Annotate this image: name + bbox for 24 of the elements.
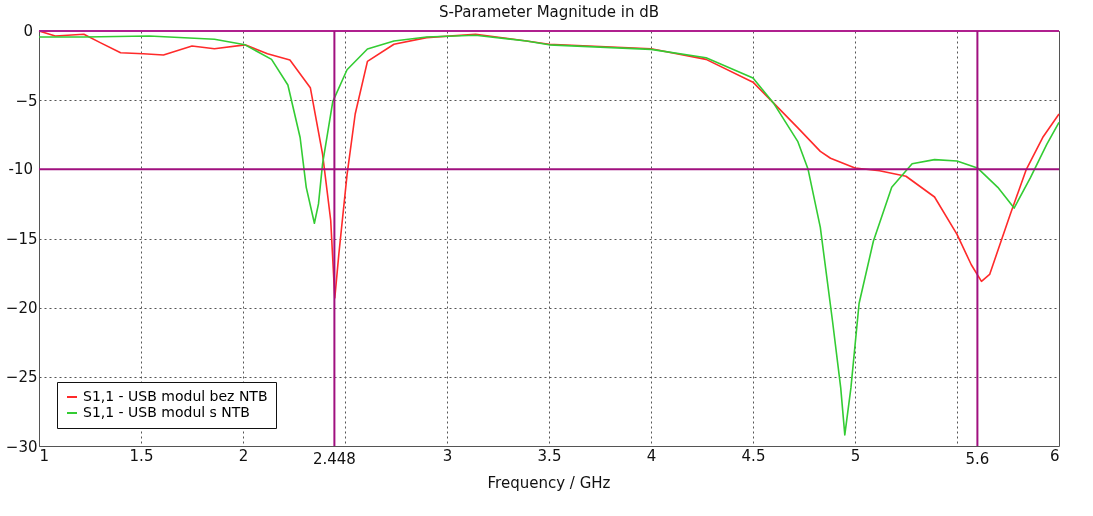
x-tick-label: 5: [850, 446, 861, 465]
line-series: [38, 34, 1060, 436]
legend-label: S1,1 - USB modul bez NTB: [83, 388, 268, 404]
x-axis-title: Frequency / GHz: [487, 474, 611, 492]
ref-line-label: 2.448: [312, 450, 356, 468]
y-tick-label: −20: [5, 299, 38, 318]
y-tick-label: −5: [15, 91, 38, 110]
x-tick-label: 3: [442, 446, 453, 465]
legend-label: S1,1 - USB modul s NTB: [83, 404, 250, 420]
y-tick-label: −30: [5, 437, 38, 456]
x-tick-label: 6: [1049, 446, 1060, 465]
ref-line-label: 5.6: [965, 450, 990, 468]
y-tick-label: −25: [5, 368, 38, 387]
x-tick-label: 4: [646, 446, 657, 465]
ref-line-label: -10: [8, 160, 33, 179]
ref-line-label: 0: [23, 22, 33, 40]
y-tick-label: −15: [5, 230, 38, 248]
x-tick-label: 2: [238, 446, 249, 465]
line-series: [38, 30, 1060, 299]
chart-title: S-Parameter Magnitude in dB: [438, 3, 660, 21]
x-tick-label: 1.5: [129, 446, 154, 465]
x-tick-label: 3.5: [537, 446, 562, 465]
x-tick-label: 4.5: [741, 446, 766, 465]
x-tick-label: 1: [39, 446, 50, 465]
